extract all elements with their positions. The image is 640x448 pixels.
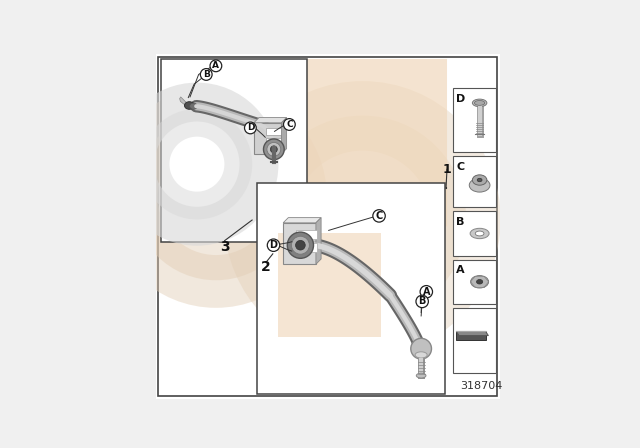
Text: C: C bbox=[376, 211, 383, 221]
Circle shape bbox=[420, 285, 433, 298]
Text: A: A bbox=[212, 61, 220, 70]
FancyBboxPatch shape bbox=[278, 233, 381, 336]
Circle shape bbox=[411, 338, 431, 359]
FancyBboxPatch shape bbox=[156, 54, 500, 399]
FancyBboxPatch shape bbox=[254, 123, 282, 154]
Text: D: D bbox=[246, 124, 254, 133]
Text: 2: 2 bbox=[261, 259, 271, 274]
Circle shape bbox=[284, 119, 295, 130]
Circle shape bbox=[200, 69, 212, 80]
FancyBboxPatch shape bbox=[161, 59, 307, 242]
Text: D: D bbox=[456, 94, 465, 104]
Ellipse shape bbox=[476, 231, 484, 236]
FancyBboxPatch shape bbox=[266, 128, 282, 135]
Ellipse shape bbox=[474, 100, 484, 105]
Ellipse shape bbox=[470, 276, 488, 288]
Ellipse shape bbox=[469, 178, 490, 192]
Polygon shape bbox=[180, 97, 188, 105]
Ellipse shape bbox=[477, 280, 483, 284]
Circle shape bbox=[416, 295, 428, 308]
FancyBboxPatch shape bbox=[266, 138, 282, 145]
FancyBboxPatch shape bbox=[296, 243, 317, 252]
Polygon shape bbox=[287, 59, 447, 226]
Ellipse shape bbox=[477, 178, 482, 182]
Text: D: D bbox=[269, 240, 278, 250]
Ellipse shape bbox=[415, 352, 427, 358]
Circle shape bbox=[287, 232, 314, 258]
Circle shape bbox=[210, 60, 221, 72]
Text: B: B bbox=[419, 297, 426, 306]
Polygon shape bbox=[456, 332, 486, 340]
FancyBboxPatch shape bbox=[453, 308, 496, 373]
Text: 3: 3 bbox=[220, 240, 229, 254]
FancyBboxPatch shape bbox=[296, 230, 317, 239]
Circle shape bbox=[373, 210, 385, 222]
Polygon shape bbox=[282, 117, 287, 154]
Text: A: A bbox=[456, 265, 465, 275]
Ellipse shape bbox=[189, 103, 197, 109]
Ellipse shape bbox=[416, 373, 426, 378]
Circle shape bbox=[268, 239, 280, 251]
Text: A: A bbox=[422, 287, 430, 297]
Polygon shape bbox=[254, 117, 287, 123]
Circle shape bbox=[267, 142, 281, 156]
FancyBboxPatch shape bbox=[453, 156, 496, 207]
FancyBboxPatch shape bbox=[453, 211, 496, 255]
Polygon shape bbox=[283, 218, 321, 223]
Circle shape bbox=[270, 146, 277, 153]
Text: 318704: 318704 bbox=[460, 381, 502, 391]
Text: B: B bbox=[203, 70, 210, 79]
Text: C: C bbox=[286, 120, 292, 129]
Polygon shape bbox=[316, 218, 321, 264]
Circle shape bbox=[264, 139, 284, 159]
Text: 1: 1 bbox=[443, 163, 451, 176]
FancyBboxPatch shape bbox=[283, 223, 316, 264]
FancyBboxPatch shape bbox=[453, 88, 496, 152]
Text: C: C bbox=[456, 162, 465, 172]
FancyBboxPatch shape bbox=[257, 183, 445, 393]
Text: B: B bbox=[456, 217, 465, 227]
Ellipse shape bbox=[184, 102, 194, 109]
FancyBboxPatch shape bbox=[158, 57, 497, 396]
Circle shape bbox=[296, 241, 305, 250]
Ellipse shape bbox=[472, 175, 487, 185]
Circle shape bbox=[244, 122, 256, 134]
Polygon shape bbox=[456, 332, 488, 336]
Ellipse shape bbox=[472, 99, 487, 107]
FancyBboxPatch shape bbox=[453, 260, 496, 304]
Ellipse shape bbox=[470, 228, 489, 239]
Circle shape bbox=[291, 236, 309, 254]
